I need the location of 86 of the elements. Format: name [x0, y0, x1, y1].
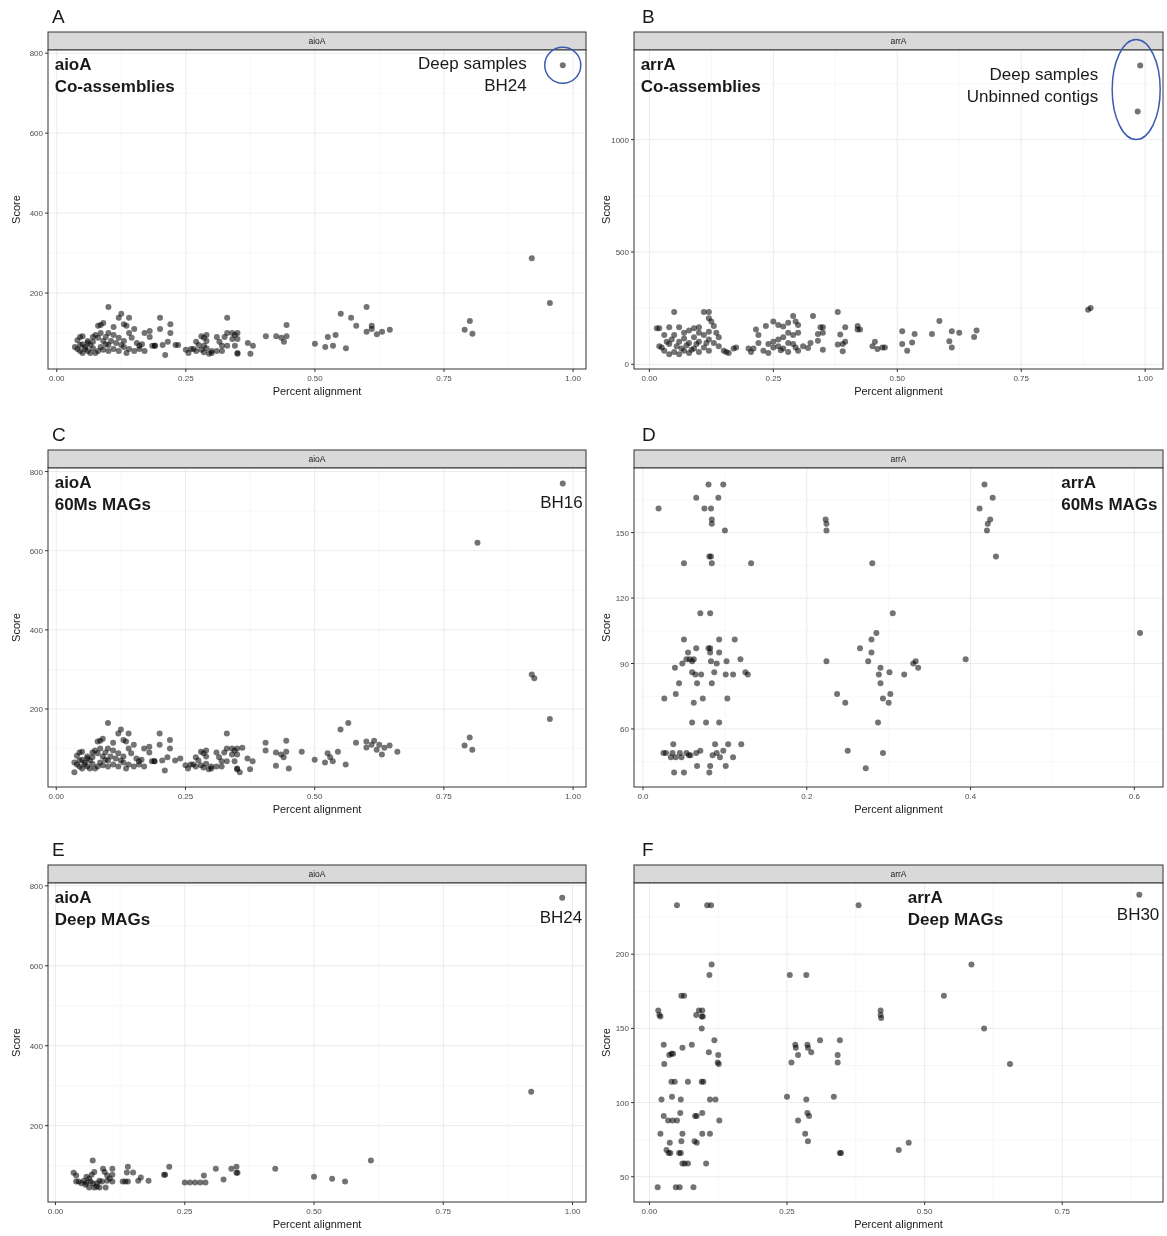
annotation: arrA Co-assemblies	[640, 55, 761, 96]
y-axis-title: Score	[10, 195, 22, 224]
x-tick-label: 0.50	[306, 1207, 323, 1216]
chart-title: D	[642, 424, 656, 445]
y-tick-label: 600	[29, 546, 44, 556]
x-tick-label: 0.50	[889, 374, 906, 383]
annotation: BH16	[540, 493, 583, 513]
chart-subtitle: aioA	[308, 36, 326, 46]
x-tick-label: 0.75	[436, 374, 453, 383]
x-tick-label: 1.00	[565, 792, 582, 801]
x-tick-label: 0.00	[48, 792, 65, 801]
x-axis-title: Percent alignment	[272, 385, 362, 397]
chart-title: A	[52, 6, 65, 27]
chart-title: F	[642, 839, 654, 860]
x-axis-title: Percent alignment	[272, 803, 362, 815]
annotation: aioA 60Ms MAGs	[54, 473, 152, 514]
annotation: BH30	[1116, 904, 1160, 924]
chart-subtitle: aioA	[308, 869, 326, 879]
chart-title: C	[52, 424, 66, 445]
y-axis-title: Score	[600, 613, 612, 642]
y-tick-label: 100	[615, 1098, 630, 1108]
annotation: arrA 60Ms MAGs	[1061, 473, 1158, 514]
x-axis-title: Percent alignment	[854, 1218, 943, 1230]
y-tick-label: 0	[624, 360, 630, 370]
chart-subtitle: arrA	[890, 36, 907, 46]
x-tick-label: 0.4	[965, 792, 977, 801]
y-tick-label: 400	[29, 1041, 44, 1051]
annotation: BH24	[539, 907, 583, 927]
x-tick-label: 0.25	[779, 1207, 796, 1216]
y-axis-title: Score	[600, 195, 612, 224]
y-tick-label: 60	[620, 724, 630, 734]
x-tick-label: 0.50	[306, 792, 324, 801]
x-tick-label: 0.00	[48, 374, 66, 383]
chart-title: E	[52, 839, 65, 860]
y-tick-label: 1000	[611, 135, 630, 145]
y-tick-label: 600	[29, 129, 44, 139]
x-tick-label: 0.25	[178, 374, 195, 383]
x-tick-label: 0.75	[1054, 1207, 1071, 1216]
y-tick-label: 90	[620, 659, 630, 669]
annotation: Deep samples Unbinned contigs	[966, 64, 1099, 106]
y-tick-label: 400	[29, 625, 44, 635]
annotation: Deep samples BH24	[418, 54, 527, 96]
y-tick-label: 50	[620, 1172, 630, 1182]
y-tick-label: 500	[615, 247, 630, 257]
x-tick-label: 1.00	[565, 374, 582, 383]
y-tick-label: 800	[29, 881, 44, 891]
x-tick-label: 1.00	[1137, 374, 1154, 383]
y-axis-title: Score	[10, 613, 22, 642]
y-axis-title: Score	[600, 1028, 612, 1057]
x-axis-title: Percent alignment	[272, 1218, 362, 1230]
x-tick-label: 0.25	[765, 374, 782, 383]
x-tick-label: 0.6	[1128, 792, 1141, 801]
x-axis-title: Percent alignment	[854, 385, 943, 397]
y-tick-label: 150	[615, 1024, 630, 1034]
x-tick-label: 0.50	[307, 374, 324, 383]
x-tick-label: 0.25	[177, 792, 194, 801]
x-tick-label: 0.00	[47, 1207, 64, 1216]
x-axis-title: Percent alignment	[854, 803, 943, 815]
x-tick-label: 0.75	[436, 792, 453, 801]
y-tick-label: 200	[615, 950, 630, 960]
annotation: aioA Deep MAGs	[54, 888, 151, 929]
y-axis-title: Score	[10, 1028, 22, 1057]
x-tick-label: 0.75	[1013, 374, 1030, 383]
x-tick-label: 0.0	[637, 792, 650, 801]
x-tick-label: 1.00	[564, 1207, 581, 1216]
y-tick-label: 200	[29, 289, 44, 299]
y-tick-label: 800	[29, 467, 44, 477]
y-tick-label: 600	[29, 961, 44, 971]
y-tick-label: 400	[29, 209, 44, 219]
x-tick-label: 0.25	[176, 1207, 194, 1216]
chart-subtitle: arrA	[890, 454, 907, 464]
annotation: arrA Deep MAGs	[907, 888, 1004, 929]
chart-subtitle: aioA	[308, 454, 326, 464]
y-tick-label: 800	[29, 49, 44, 59]
y-tick-label: 150	[615, 528, 630, 538]
y-tick-label: 200	[29, 1121, 44, 1131]
x-tick-label: 0.75	[435, 1207, 452, 1216]
x-tick-label: 0.00	[641, 374, 658, 383]
annotation: aioA Co-assemblies	[54, 55, 175, 96]
x-tick-label: 0.00	[641, 1207, 658, 1216]
chart-subtitle: arrA	[890, 869, 907, 879]
x-tick-label: 0.2	[801, 792, 813, 801]
y-tick-label: 120	[615, 594, 630, 604]
chart-title: B	[642, 6, 655, 27]
x-tick-label: 0.50	[916, 1207, 933, 1216]
y-tick-label: 200	[29, 705, 44, 715]
